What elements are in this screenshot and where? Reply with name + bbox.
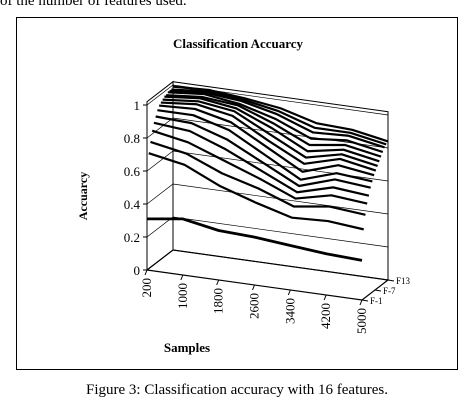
series-line bbox=[164, 95, 380, 163]
x-tick-label: 3400 bbox=[282, 298, 297, 324]
z-tick-label: F13 bbox=[396, 276, 411, 286]
series-line bbox=[150, 140, 366, 216]
gridline bbox=[146, 216, 389, 248]
gridline bbox=[146, 84, 389, 116]
series-line bbox=[166, 94, 382, 158]
x-tick bbox=[359, 299, 363, 306]
gridline bbox=[146, 150, 389, 182]
series-line bbox=[169, 89, 385, 149]
top-text: of the number of features used. bbox=[0, 0, 187, 9]
series-line bbox=[157, 109, 373, 183]
series-line bbox=[148, 152, 364, 231]
x-tick-label: 200 bbox=[139, 278, 154, 298]
series-line bbox=[151, 129, 368, 205]
tick-labels-group: 0 0.2 0.4 0.6 0.8 1 200 1000 1800 2600 3400 4200 500… bbox=[124, 98, 411, 334]
y-axis-label: Accuarcy bbox=[76, 172, 90, 220]
x-tick-label: 5000 bbox=[354, 308, 369, 334]
series-line bbox=[160, 101, 377, 172]
series-group bbox=[146, 85, 389, 262]
y-tick-label: 0.6 bbox=[124, 164, 141, 179]
y-tick-label: 0 bbox=[134, 263, 141, 278]
x-tick-label: 1800 bbox=[211, 288, 226, 314]
x-tick bbox=[144, 269, 148, 276]
series-line bbox=[153, 121, 370, 197]
x-tick bbox=[252, 284, 255, 291]
z-tick bbox=[387, 279, 395, 282]
x-axis-label: Samples bbox=[164, 340, 210, 355]
chart-title: Classification Accuarcy bbox=[173, 36, 304, 51]
z-tick bbox=[361, 299, 369, 302]
chart-frame: Classification Accuarcy Accuarcy Samples… bbox=[16, 17, 458, 370]
series-line bbox=[172, 85, 389, 143]
x-tick-label: 4200 bbox=[318, 303, 333, 329]
y-tick-label: 0.8 bbox=[124, 131, 140, 146]
series-line bbox=[155, 115, 371, 189]
series-line bbox=[146, 217, 363, 262]
x-tick bbox=[216, 279, 220, 286]
y-tick-label: 0.2 bbox=[124, 230, 140, 245]
series-line bbox=[167, 91, 384, 154]
series-line bbox=[171, 88, 387, 146]
gridline bbox=[146, 183, 389, 215]
y-tick-label: 0.4 bbox=[124, 197, 141, 212]
x-tick-label: 1000 bbox=[175, 283, 190, 309]
x-tick bbox=[287, 289, 291, 296]
series-line bbox=[162, 98, 378, 167]
x-tick bbox=[180, 274, 184, 281]
x-tick-label: 2600 bbox=[247, 293, 262, 319]
z-tick-label: F-1 bbox=[370, 296, 383, 306]
x-tick bbox=[323, 294, 327, 301]
series-line bbox=[159, 104, 375, 177]
z-tick-label: F-7 bbox=[383, 286, 396, 296]
accuracy-chart: Classification Accuarcy Accuarcy Samples… bbox=[76, 36, 411, 355]
figure-caption: Figure 3: Classification accuracy with 1… bbox=[86, 382, 388, 398]
z-tick bbox=[374, 289, 382, 292]
y-tick-label: 1 bbox=[134, 98, 141, 113]
